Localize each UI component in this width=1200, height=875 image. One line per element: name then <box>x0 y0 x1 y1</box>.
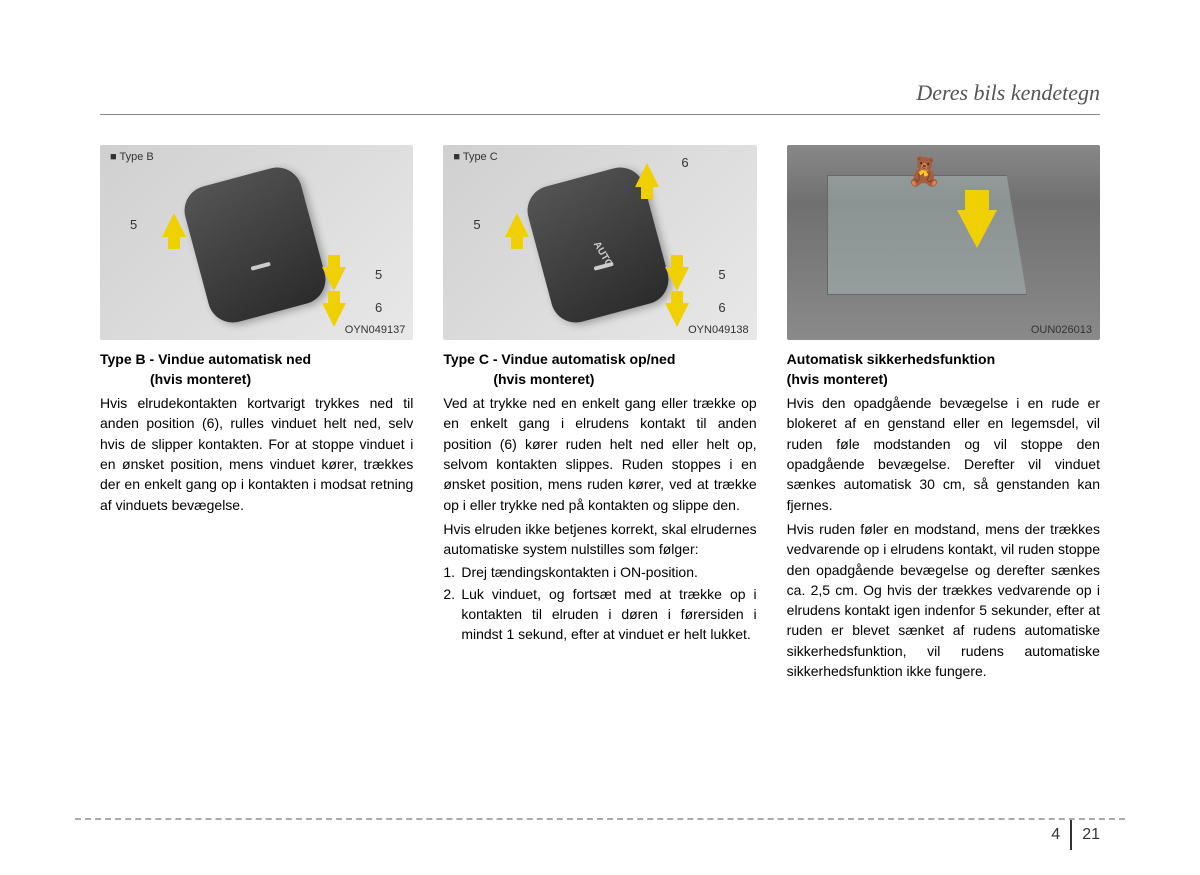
arrow-down-icon <box>665 303 689 327</box>
section-title: Automatisk sikkerhedsfunktion <box>787 350 1100 370</box>
figure-label: ■ Type C <box>453 151 497 163</box>
list-item: 2. Luk vinduet, og fortsæt med at trække… <box>443 584 756 645</box>
column-type-c: ■ Type C AUTO 6 5 5 6 OYN049138 Type C -… <box>443 145 756 681</box>
list-text: Luk vinduet, og fortsæt med at trække op… <box>461 584 756 645</box>
callout-5: 5 <box>130 217 137 232</box>
section-subtitle: (hvis monteret) <box>100 370 413 390</box>
figure-safety: 🧸 OUN026013 <box>787 145 1100 340</box>
chapter-number: 4 <box>1051 826 1060 844</box>
teddy-icon: 🧸 <box>907 155 942 188</box>
callout-5: 5 <box>473 217 480 232</box>
arrow-down-icon <box>322 303 346 327</box>
page-header-title: Deres bils kendetegn <box>100 80 1100 106</box>
list-text: Drej tændingskontakten i ON-position. <box>461 562 698 582</box>
page-number-value: 21 <box>1082 826 1100 844</box>
column-type-b: ■ Type B 5 5 6 OYN049137 Type B - Vindue… <box>100 145 413 681</box>
callout-5: 5 <box>375 267 382 282</box>
figure-code: OYN049138 <box>688 324 749 336</box>
callout-6: 6 <box>718 300 725 315</box>
list-number: 1. <box>443 562 461 582</box>
page-num-divider <box>1070 820 1072 850</box>
auto-label: AUTO <box>591 240 615 270</box>
callout-6: 6 <box>681 155 688 170</box>
body-paragraph: Hvis elruden ikke betjenes korrekt, skal… <box>443 519 756 560</box>
figure-type-b: ■ Type B 5 5 6 OYN049137 <box>100 145 413 340</box>
footer-divider <box>75 818 1125 820</box>
figure-type-c: ■ Type C AUTO 6 5 5 6 OYN049138 <box>443 145 756 340</box>
content-columns: ■ Type B 5 5 6 OYN049137 Type B - Vindue… <box>100 145 1100 681</box>
body-paragraph: Hvis ruden føler en modstand, mens der t… <box>787 519 1100 681</box>
column-safety: 🧸 OUN026013 Automatisk sikkerhedsfunktio… <box>787 145 1100 681</box>
body-paragraph: Hvis elrudekontakten kortvarigt trykkes … <box>100 393 413 515</box>
list-item: 1. Drej tændingskontakten i ON-position. <box>443 562 756 582</box>
arrow-down-large-icon <box>957 210 997 248</box>
figure-label: ■ Type B <box>110 151 154 163</box>
arrow-down-icon <box>322 267 346 291</box>
arrow-down-icon <box>665 267 689 291</box>
arrow-up-icon <box>635 163 659 187</box>
arrow-up-icon <box>162 213 186 237</box>
car-glass <box>827 175 1027 295</box>
manual-page: Deres bils kendetegn ■ Type B 5 5 6 OYN0… <box>0 0 1200 875</box>
section-subtitle: (hvis monteret) <box>787 370 1100 390</box>
header-divider <box>100 114 1100 115</box>
list-number: 2. <box>443 584 461 645</box>
figure-code: OYN049137 <box>345 324 406 336</box>
callout-5: 5 <box>718 267 725 282</box>
body-paragraph: Ved at trykke ned en enkelt gang eller t… <box>443 393 756 515</box>
arrow-up-icon <box>505 213 529 237</box>
page-number: 4 21 <box>1051 820 1100 850</box>
section-title: Type C - Vindue automatisk op/ned <box>443 350 756 370</box>
section-subtitle: (hvis monteret) <box>443 370 756 390</box>
callout-6: 6 <box>375 300 382 315</box>
section-title: Type B - Vindue automatisk ned <box>100 350 413 370</box>
car-interior-illustration: 🧸 <box>787 145 1100 340</box>
figure-code: OUN026013 <box>1031 324 1092 336</box>
body-paragraph: Hvis den opadgående bevægelse i en rude … <box>787 393 1100 515</box>
switch-illustration <box>179 162 331 328</box>
